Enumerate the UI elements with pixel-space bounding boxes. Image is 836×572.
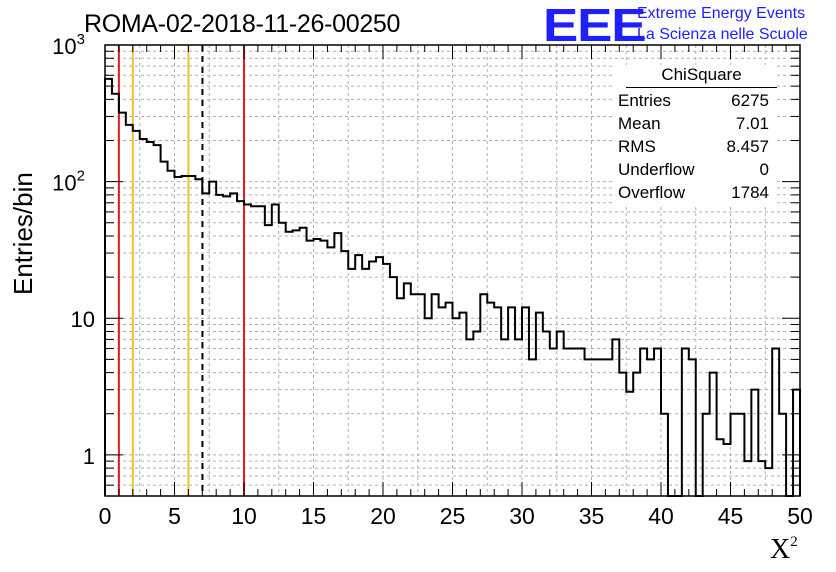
stats-value: 0 xyxy=(759,160,769,179)
x-tick-label: 10 xyxy=(231,503,257,529)
logo-line-2: La Scienza nelle Scuole xyxy=(637,26,808,43)
stats-label: Overflow xyxy=(618,183,686,202)
stats-label: Mean xyxy=(618,114,661,133)
stats-box: ChiSquare Entries 6275 Mean 7.01 RMS 8.457 … xyxy=(612,65,777,204)
stats-row-underflow: Underflow 0 xyxy=(612,158,777,181)
stats-row-overflow: Overflow 1784 xyxy=(612,181,777,204)
x-axis-label-base: X xyxy=(770,534,791,565)
stats-value: 7.01 xyxy=(735,114,769,133)
y-tick-label: 1 xyxy=(83,444,95,469)
stats-label: Entries xyxy=(618,91,671,110)
stats-value: 6275 xyxy=(731,91,769,110)
x-tick-label: 35 xyxy=(579,503,605,529)
x-tick-label: 50 xyxy=(787,503,813,529)
x-axis-label: X2 xyxy=(770,534,798,566)
eee-logo-text: Extreme Energy Events La Scienza nelle S… xyxy=(637,3,808,45)
stats-label: Underflow xyxy=(618,160,695,179)
x-tick-label: 45 xyxy=(718,503,744,529)
stats-row-entries: Entries 6275 xyxy=(612,89,777,112)
eee-logo: EEE xyxy=(543,0,647,51)
x-tick-label: 30 xyxy=(509,503,535,529)
run-title: ROMA-02-2018-11-26-00250 xyxy=(84,10,401,38)
stats-row-mean: Mean 7.01 xyxy=(612,112,777,135)
stats-row-rms: RMS 8.457 xyxy=(612,135,777,158)
y-tick-label: 102 xyxy=(52,168,85,196)
x-tick-label: 40 xyxy=(648,503,674,529)
logo-line-1: Extreme Energy Events xyxy=(637,5,806,22)
x-tick-label: 0 xyxy=(99,503,112,529)
y-tick-label: 103 xyxy=(52,31,85,59)
y-tick-label: 10 xyxy=(71,307,95,332)
x-tick-label: 20 xyxy=(370,503,396,529)
x-tick-label: 25 xyxy=(440,503,466,529)
histogram-steps xyxy=(104,77,801,497)
stats-label: RMS xyxy=(618,137,656,156)
stats-value: 8.457 xyxy=(726,137,769,156)
stats-value: 1784 xyxy=(731,183,769,202)
x-tick-label: 5 xyxy=(168,503,181,529)
x-axis-label-exponent: 2 xyxy=(790,534,798,550)
x-tick-label: 15 xyxy=(301,503,327,529)
y-axis-label: Entries/bin xyxy=(8,172,38,295)
stats-title: ChiSquare xyxy=(626,65,777,88)
